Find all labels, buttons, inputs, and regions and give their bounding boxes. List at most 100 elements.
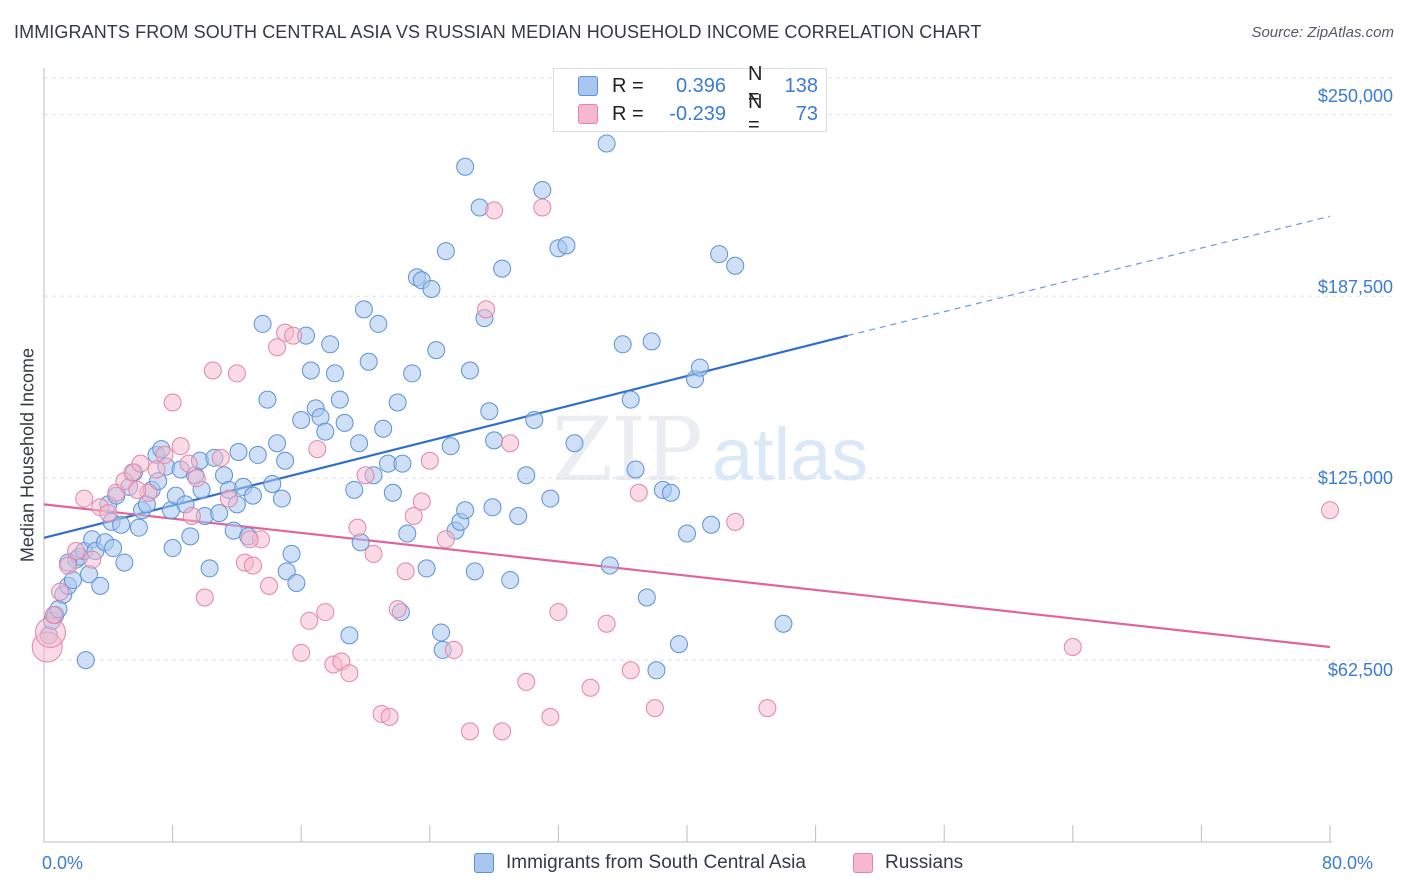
- data-point-russians: [75, 489, 94, 508]
- data-point-immigrants: [669, 635, 688, 654]
- data-point-immigrants: [642, 332, 661, 351]
- data-point-immigrants: [774, 614, 793, 633]
- data-point-russians: [44, 605, 63, 624]
- data-point-immigrants: [456, 501, 475, 520]
- data-point-immigrants: [258, 390, 277, 409]
- data-point-immigrants: [441, 437, 460, 456]
- bottom-legend-russians: Russians: [853, 852, 963, 874]
- legend-swatch-blue: [578, 76, 598, 96]
- data-point-russians: [549, 603, 568, 622]
- data-point-immigrants: [621, 390, 640, 409]
- data-point-russians: [340, 664, 359, 683]
- data-point-immigrants: [398, 524, 417, 543]
- data-point-russians: [396, 562, 415, 581]
- legend-n-value: 138: [784, 74, 818, 97]
- data-point-immigrants: [613, 335, 632, 354]
- data-point-immigrants: [465, 562, 484, 581]
- data-point-immigrants: [600, 556, 619, 575]
- data-point-russians: [179, 454, 198, 473]
- data-point-immigrants: [282, 544, 301, 563]
- data-point-russians: [99, 504, 118, 523]
- watermark-atlas: atlas: [712, 413, 869, 496]
- data-point-immigrants: [369, 314, 388, 333]
- data-point-immigrants: [480, 402, 499, 421]
- data-point-russians: [67, 541, 86, 560]
- data-point-immigrants: [325, 364, 344, 383]
- data-point-immigrants: [350, 434, 369, 453]
- data-point-immigrants: [647, 661, 666, 680]
- data-point-russians: [517, 672, 536, 691]
- legend-swatch-pink: [578, 104, 598, 124]
- data-point-immigrants: [403, 364, 422, 383]
- data-point-immigrants: [383, 483, 402, 502]
- data-point-immigrants: [76, 651, 95, 670]
- data-point-russians: [227, 364, 246, 383]
- data-point-immigrants: [112, 515, 131, 534]
- data-point-russians: [436, 530, 455, 549]
- data-point-immigrants: [287, 573, 306, 592]
- data-point-immigrants: [272, 489, 291, 508]
- legend-r-label: R =: [612, 102, 644, 125]
- data-point-russians: [292, 643, 311, 662]
- data-point-russians: [388, 600, 407, 619]
- data-point-immigrants: [292, 410, 311, 429]
- series-immigrants-points: [39, 134, 793, 680]
- data-point-russians: [155, 445, 174, 464]
- data-point-immigrants: [726, 256, 745, 275]
- data-point-immigrants: [200, 559, 219, 578]
- data-point-russians: [1321, 501, 1339, 520]
- bottom-legend-label: Immigrants from South Central Asia: [506, 852, 806, 873]
- y-tick-label: $187,500: [1317, 277, 1393, 297]
- legend-n-value: 73: [795, 102, 818, 125]
- data-point-immigrants: [276, 451, 295, 470]
- chart-title: IMMIGRANTS FROM SOUTH CENTRAL ASIA VS RU…: [14, 22, 982, 42]
- data-point-immigrants: [115, 553, 134, 572]
- data-point-immigrants: [335, 413, 354, 432]
- data-point-russians: [219, 489, 238, 508]
- data-point-immigrants: [422, 280, 441, 299]
- data-point-russians: [131, 454, 150, 473]
- data-point-russians: [629, 483, 648, 502]
- data-point-immigrants: [330, 390, 349, 409]
- axes: [43, 68, 1332, 843]
- data-point-immigrants: [91, 576, 110, 595]
- bottom-legend-swatch-blue: [474, 853, 494, 873]
- bottom-legend: Immigrants from South Central Asia Russi…: [0, 852, 1406, 878]
- data-point-russians: [59, 556, 78, 575]
- data-point-russians: [412, 492, 431, 511]
- data-point-russians: [83, 550, 102, 569]
- data-point-russians: [240, 530, 259, 549]
- data-point-immigrants: [541, 489, 560, 508]
- data-point-immigrants: [374, 419, 393, 438]
- data-point-immigrants: [517, 466, 536, 485]
- bottom-legend-immigrants: Immigrants from South Central Asia: [474, 852, 806, 874]
- data-point-russians: [284, 326, 303, 345]
- source-label: Source: ZipAtlas.com: [1251, 24, 1394, 41]
- data-point-russians: [268, 338, 287, 357]
- bottom-legend-swatch-pink: [853, 853, 873, 873]
- data-point-immigrants: [493, 259, 512, 278]
- data-point-russians: [404, 507, 423, 526]
- y-tick-label: $62,500: [1327, 660, 1393, 680]
- legend-r-label: R =: [612, 74, 644, 97]
- data-point-russians: [171, 437, 190, 456]
- data-point-immigrants: [557, 236, 576, 255]
- trend-line-russians: [43, 503, 1331, 649]
- data-point-immigrants: [129, 518, 148, 537]
- trend-lines: [43, 215, 1331, 649]
- data-point-immigrants: [277, 562, 296, 581]
- data-point-immigrants: [417, 559, 436, 578]
- data-point-russians: [597, 614, 616, 633]
- legend-n-label: N =: [748, 63, 763, 108]
- data-point-russians: [211, 448, 230, 467]
- data-point-immigrants: [678, 524, 696, 543]
- data-point-immigrants: [432, 623, 451, 642]
- data-point-immigrants: [597, 134, 616, 153]
- data-point-russians: [380, 707, 399, 726]
- data-point-immigrants: [253, 314, 272, 333]
- data-point-immigrants: [263, 475, 282, 494]
- data-point-russians: [300, 611, 319, 630]
- data-point-russians: [356, 466, 375, 485]
- data-point-immigrants: [533, 181, 552, 200]
- data-point-russians: [485, 201, 504, 220]
